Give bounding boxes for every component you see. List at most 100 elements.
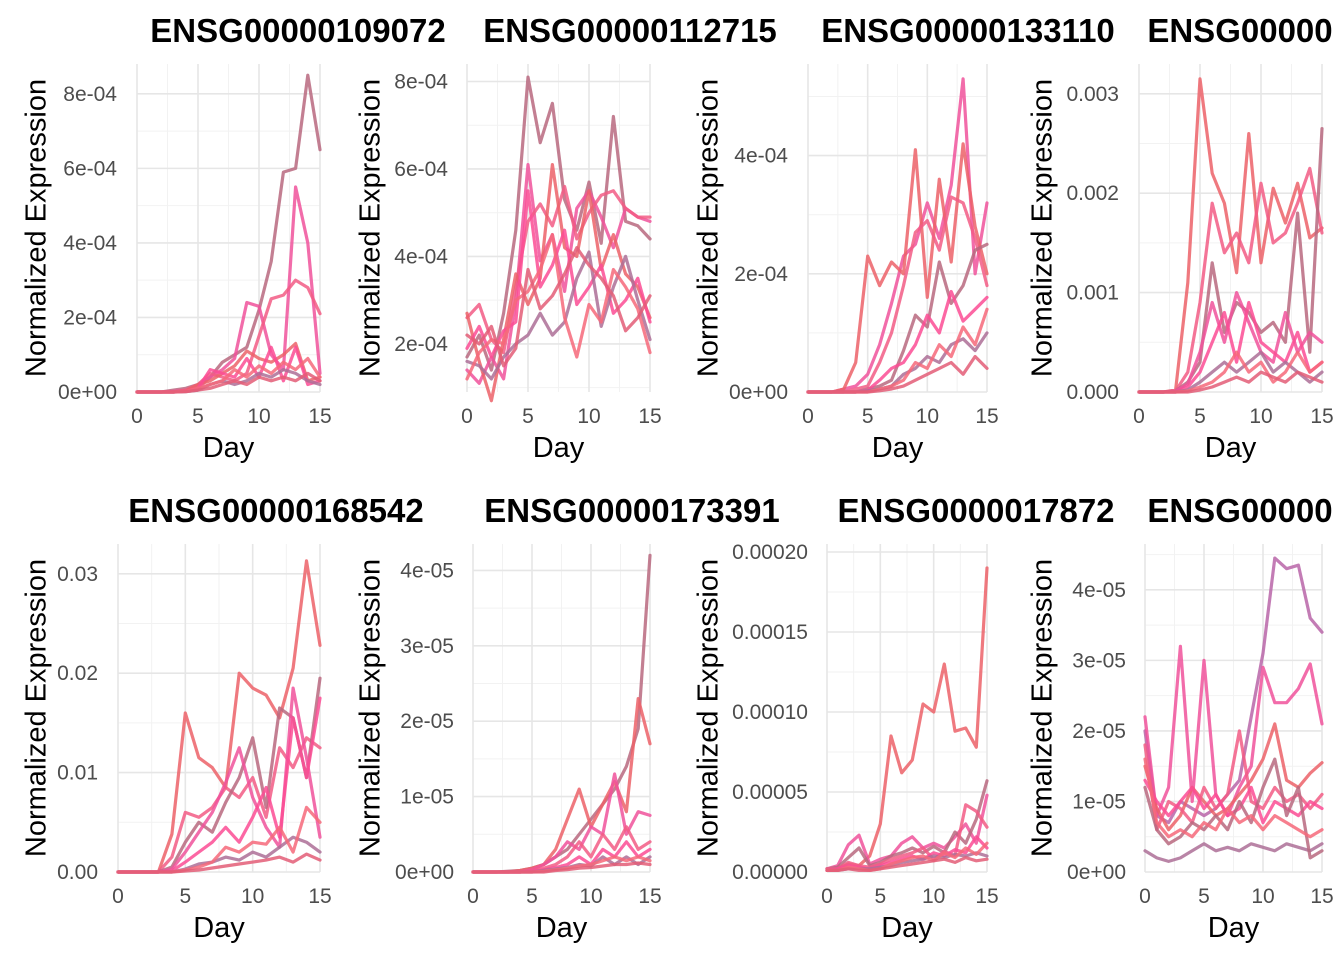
facet-panel-7: 0.00000 0.00005 0.00010 0.00015 0.00020 0 5 10 1… [693, 492, 1115, 944]
series-line-8 [825, 855, 989, 873]
y-axis-title: Normalized Expression [1027, 559, 1059, 857]
y-tick-label: 0e+00 [395, 861, 454, 884]
y-tick-label: 0.00000 [732, 861, 808, 884]
y-axis-title: Normalized Expression [693, 559, 725, 857]
series-line-8 [1137, 370, 1324, 394]
y-tick-label: 8e-04 [63, 83, 117, 106]
y-tick-label: 4e-04 [734, 145, 788, 168]
panel-title: ENSG00000168542 [128, 492, 423, 529]
panel-title: ENSG00000 [1147, 12, 1332, 49]
y-tick-label: 0.01 [57, 762, 98, 785]
facet-panel-3: 0e+00 2e-04 4e-04 0 5 10 15 Day Normalized Expre… [693, 12, 1115, 464]
x-tick-label: 5 [1198, 885, 1210, 908]
x-tick-label: 15 [638, 885, 661, 908]
series-line-8 [116, 852, 322, 874]
x-tick-label: 10 [1249, 405, 1272, 428]
panel-title: ENSG00000109072 [150, 12, 445, 49]
y-tick-label: 0.00015 [732, 621, 808, 644]
y-tick-label: 2e-05 [400, 710, 454, 733]
panel-title: ENSG00000173391 [484, 492, 779, 529]
x-tick-label: 15 [308, 885, 331, 908]
x-tick-label: 10 [247, 405, 270, 428]
panel-title: ENSG00000112715 [483, 12, 777, 49]
series-line-6 [1143, 842, 1324, 864]
y-tick-label: 0e+00 [1067, 861, 1126, 884]
x-tick-label: 15 [1310, 885, 1333, 908]
y-axis-title: Normalized Expression [21, 559, 53, 857]
series-line-4 [825, 803, 989, 871]
x-tick-label: 10 [1251, 885, 1274, 908]
y-axis-title: Normalized Expression [355, 79, 387, 377]
facet-panel-8: 0e+00 1e-05 2e-05 3e-05 4e-05 0 5 10 15 Day Normal… [1027, 492, 1334, 944]
y-tick-label: 0.00 [57, 861, 98, 884]
x-tick-label: 10 [579, 885, 602, 908]
facet-panel-6: 0e+00 1e-05 2e-05 3e-05 4e-05 0 5 10 15 Day Normal… [355, 492, 780, 944]
series-line-8 [465, 246, 652, 368]
y-tick-label: 1e-05 [1072, 790, 1126, 813]
x-axis-title: Day [1208, 912, 1260, 944]
x-axis-title: Day [533, 432, 585, 464]
x-axis-title: Day [1205, 432, 1257, 464]
x-tick-label: 10 [577, 405, 600, 428]
x-tick-label: 0 [1139, 885, 1151, 908]
y-axis-title: Normalized Expression [355, 559, 387, 857]
series-line-8 [806, 354, 989, 394]
facet-panel-2: 2e-04 4e-04 6e-04 8e-04 0 5 10 15 Day Normalized … [355, 12, 777, 464]
y-tick-label: 2e-04 [394, 333, 448, 356]
y-tick-label: 0.00010 [732, 701, 808, 724]
y-tick-label: 4e-05 [1072, 579, 1126, 602]
y-axis-title: Normalized Expression [693, 79, 725, 377]
x-axis-title: Day [536, 912, 588, 944]
y-tick-label: 0.000 [1066, 381, 1119, 404]
panel-title: ENSG00000133110 [821, 12, 1115, 49]
y-tick-label: 4e-04 [394, 245, 448, 268]
facet-panel-1: 0e+00 2e-04 4e-04 6e-04 8e-04 0 5 10 15 Day Normal… [21, 12, 446, 464]
x-tick-label: 0 [821, 885, 833, 908]
x-tick-label: 15 [975, 885, 998, 908]
y-tick-label: 2e-04 [63, 306, 117, 329]
y-tick-label: 0.02 [57, 662, 98, 685]
facet-panel-4: 0.000 0.001 0.002 0.003 0 5 10 15 Day Normalized … [1027, 12, 1334, 464]
x-tick-label: 5 [192, 405, 204, 428]
x-tick-label: 10 [241, 885, 264, 908]
y-tick-label: 4e-04 [63, 232, 117, 255]
y-tick-label: 1e-05 [400, 786, 454, 809]
y-tick-label: 6e-04 [63, 157, 117, 180]
x-tick-label: 15 [1310, 405, 1333, 428]
x-tick-label: 15 [975, 405, 998, 428]
x-tick-label: 0 [802, 405, 814, 428]
x-tick-label: 5 [522, 405, 534, 428]
x-tick-label: 10 [922, 885, 945, 908]
y-tick-label: 0.00020 [732, 541, 808, 564]
x-tick-label: 0 [467, 885, 479, 908]
y-tick-label: 8e-04 [394, 70, 448, 93]
x-tick-label: 15 [308, 405, 331, 428]
x-tick-label: 10 [916, 405, 939, 428]
y-axis-title: Normalized Expression [21, 79, 53, 377]
y-tick-label: 2e-04 [734, 263, 788, 286]
facet-panel-5: 0.00 0.01 0.02 0.03 0 5 10 15 Day Normalized Expr… [21, 492, 424, 944]
panel-title: ENSG0000017872 [837, 492, 1114, 529]
x-axis-title: Day [203, 432, 255, 464]
x-axis-title: Day [881, 912, 933, 944]
y-axis-title: Normalized Expression [1027, 79, 1059, 377]
y-tick-label: 6e-04 [394, 158, 448, 181]
x-tick-label: 5 [179, 885, 191, 908]
y-tick-label: 0e+00 [58, 381, 117, 404]
y-tick-label: 3e-05 [400, 635, 454, 658]
y-tick-label: 0.002 [1066, 182, 1119, 205]
y-tick-label: 0.00005 [732, 781, 808, 804]
x-tick-label: 5 [526, 885, 538, 908]
x-tick-label: 0 [461, 405, 473, 428]
x-tick-label: 5 [862, 405, 874, 428]
x-tick-label: 0 [1133, 405, 1145, 428]
x-tick-label: 0 [112, 885, 124, 908]
x-tick-label: 0 [131, 405, 143, 428]
x-tick-label: 5 [1194, 405, 1206, 428]
y-tick-label: 2e-05 [1072, 720, 1126, 743]
series-line-8 [471, 861, 652, 874]
y-tick-label: 0e+00 [729, 381, 788, 404]
series-line-3 [1143, 722, 1324, 832]
series-line-8 [135, 371, 322, 394]
series-line-6 [465, 250, 652, 381]
